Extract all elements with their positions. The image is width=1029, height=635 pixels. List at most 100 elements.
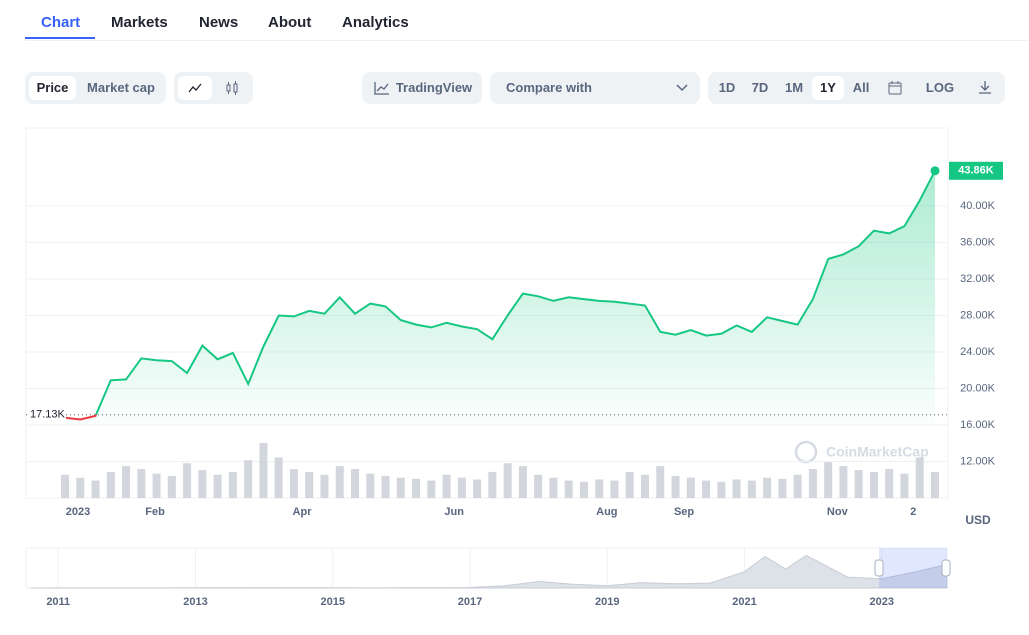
plot-frame — [25, 127, 949, 499]
range-button[interactable]: All — [852, 80, 870, 95]
candle-button[interactable] — [215, 76, 249, 100]
compare-select[interactable]: Compare with — [490, 72, 700, 104]
tab-bar: Chart Markets News About Analytics — [25, 0, 1029, 41]
tab[interactable]: About — [268, 14, 312, 31]
calendar-button[interactable] — [880, 76, 910, 100]
line-button[interactable] — [178, 76, 212, 100]
reference-label-bg — [28, 406, 66, 423]
volume-bar — [854, 470, 863, 498]
tab[interactable]: Markets — [111, 14, 168, 31]
volume-bar — [213, 474, 222, 498]
volume-bar — [335, 466, 344, 498]
navigator-tick-label: 2013 — [183, 596, 207, 608]
volume-bar — [702, 480, 711, 498]
volume-bar — [595, 479, 604, 498]
volume-bar — [808, 469, 817, 498]
volume-bar — [610, 480, 619, 498]
volume-bar — [305, 471, 314, 498]
navigator-area — [30, 554, 948, 589]
range-button[interactable]: 1Y — [812, 76, 844, 100]
price-area — [65, 170, 935, 425]
y-tick-label: 36.00K — [960, 236, 996, 248]
tradingview-button[interactable]: TradingView — [362, 72, 482, 104]
volume-bar — [183, 463, 192, 498]
navigator-handle — [941, 559, 951, 577]
volume-bar — [518, 466, 527, 498]
volume-bar — [366, 473, 375, 498]
volume-bar — [228, 471, 237, 498]
tab[interactable]: News — [199, 14, 239, 31]
volume-bar — [564, 480, 573, 498]
compare-label: Compare with — [506, 80, 592, 95]
range-toggle: 1D 7D 1M 1Y All LOG — [708, 72, 1005, 104]
navigator-tick-label: 2015 — [321, 596, 345, 608]
tradingview-label: TradingView — [395, 80, 473, 95]
range-button[interactable]: 1M — [784, 80, 804, 95]
volume-bar — [396, 477, 405, 498]
x-tick-label: Sep — [674, 506, 694, 518]
range-button[interactable]: 1D — [718, 80, 736, 95]
volume-bar — [503, 463, 512, 498]
navigator-tick-label: 2019 — [595, 596, 619, 608]
tab-underline — [25, 37, 95, 39]
volume-bar — [747, 480, 756, 498]
volume-bar — [427, 480, 436, 498]
y-tick-label: 24.00K — [960, 346, 996, 358]
watermark-text: CoinMarketCap — [826, 444, 929, 460]
price-line — [94, 170, 936, 415]
current-label-bg — [949, 161, 1003, 180]
y-tick-label: 40.00K — [960, 200, 996, 212]
volume-bar — [900, 473, 909, 498]
volume-bar — [732, 479, 741, 498]
volume-bar — [244, 460, 253, 498]
volume-bar — [717, 481, 726, 498]
volume-bar — [351, 469, 359, 498]
price-button[interactable]: Price — [29, 76, 76, 100]
volume-bar — [915, 457, 924, 498]
x-tick-label: Jun — [444, 506, 464, 518]
download-button[interactable] — [970, 76, 1000, 100]
volume-bar — [76, 477, 85, 498]
volume-bar — [534, 474, 543, 498]
y-tick-label: 12.00K — [960, 455, 996, 467]
volume-bar — [381, 475, 390, 498]
volume-bar — [579, 481, 588, 498]
volume-bar — [152, 473, 161, 498]
volume-bar — [671, 475, 680, 498]
volume-bar — [320, 474, 329, 498]
y-tick-label: 28.00K — [960, 309, 996, 321]
navigator-selection — [879, 548, 947, 588]
volume-bar — [91, 480, 100, 498]
y-tick-label: 20.00K — [960, 382, 996, 394]
navigator-handle — [874, 559, 884, 577]
tab[interactable]: Chart — [41, 14, 81, 31]
watermark: CoinMarketCap — [794, 440, 929, 464]
volume-bar — [824, 462, 833, 498]
y-tick-label: 16.00K — [960, 419, 996, 431]
volume-bar — [793, 474, 802, 498]
volume-bar — [289, 469, 298, 498]
reference-label: 17.13K — [30, 409, 66, 421]
tab[interactable]: Analytics — [342, 14, 409, 31]
volume-bar — [839, 466, 848, 498]
price-toggle: Price Market cap — [25, 72, 166, 104]
currency-label: USD — [965, 513, 991, 527]
navigator-tick-label: 2017 — [458, 596, 482, 608]
x-tick-label: Feb — [145, 506, 165, 518]
volume-bar — [259, 442, 268, 498]
volume-bar — [198, 470, 207, 498]
volume-bar — [885, 469, 894, 498]
volume-bar — [61, 474, 69, 498]
volume-bar — [137, 469, 146, 498]
log-button[interactable]: LOG — [925, 80, 955, 95]
volume-bar — [763, 477, 772, 498]
volume-bar — [122, 466, 131, 498]
market-cap-button[interactable]: Market cap — [87, 80, 155, 95]
range-button[interactable]: 7D — [751, 80, 769, 95]
chart-style-toggle — [174, 72, 253, 104]
volume-bar — [442, 474, 451, 498]
current-label: 43.86K — [958, 165, 994, 177]
volume-bar — [869, 471, 878, 498]
